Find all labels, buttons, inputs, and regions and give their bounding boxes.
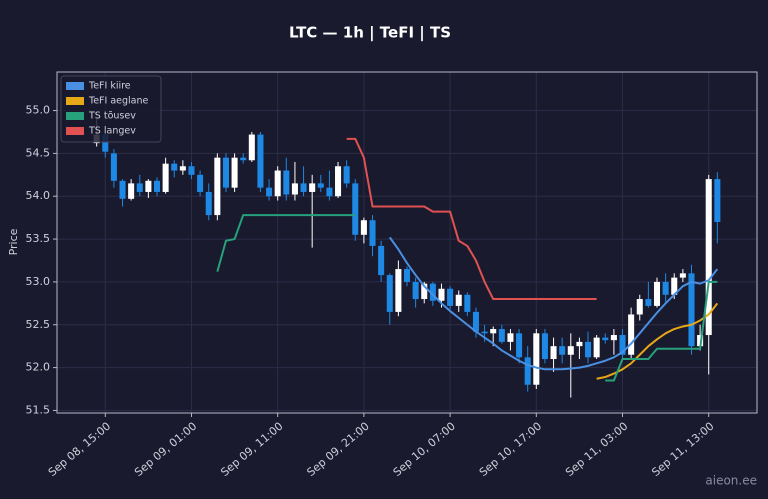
candle-body bbox=[602, 337, 609, 341]
y-tick-label: 51.5 bbox=[26, 403, 51, 416]
candle-body bbox=[309, 183, 316, 192]
candle-body bbox=[662, 281, 669, 295]
candle-body bbox=[231, 157, 238, 188]
candle-body bbox=[438, 288, 445, 301]
candle-body bbox=[197, 174, 204, 192]
candle-body bbox=[266, 187, 273, 197]
candle-body bbox=[498, 329, 505, 342]
chart-title: LTC — 1h | TeFI | TS bbox=[289, 24, 451, 43]
candle-body bbox=[671, 277, 678, 295]
candle-body bbox=[188, 166, 195, 175]
candle-body bbox=[472, 311, 479, 332]
candle-body bbox=[343, 166, 350, 184]
candle-body bbox=[455, 294, 462, 306]
candle-body bbox=[403, 269, 411, 282]
candle-body bbox=[516, 333, 523, 358]
candle-body bbox=[679, 273, 686, 278]
candle-body bbox=[317, 183, 324, 188]
candle-body bbox=[248, 134, 255, 161]
y-tick-label: 54.5 bbox=[26, 146, 51, 159]
indicator-line bbox=[346, 137, 597, 301]
candle-body bbox=[283, 170, 290, 195]
candle-body bbox=[326, 187, 333, 197]
candle-body bbox=[507, 333, 514, 342]
candle-body bbox=[697, 335, 704, 347]
candle-body bbox=[636, 299, 643, 315]
candle-body bbox=[533, 333, 540, 385]
y-tick-label: 53.5 bbox=[26, 232, 51, 245]
indicator-line bbox=[216, 214, 718, 382]
legend-swatch bbox=[66, 127, 84, 135]
legend-swatch bbox=[66, 97, 84, 105]
candle-body bbox=[421, 283, 428, 300]
candle-body bbox=[110, 153, 117, 181]
candle-body bbox=[628, 314, 635, 355]
legend-label: TS langev bbox=[88, 126, 136, 137]
candle-body bbox=[610, 335, 617, 341]
candle-body bbox=[240, 157, 247, 161]
indicator-line bbox=[388, 236, 719, 371]
candle-body bbox=[291, 183, 298, 195]
candle-body bbox=[360, 220, 367, 235]
candle-body bbox=[378, 245, 385, 276]
plot-frame bbox=[56, 71, 758, 414]
candle-body bbox=[490, 329, 497, 334]
candle-body bbox=[205, 191, 212, 216]
watermark: aieon.ee bbox=[705, 474, 757, 488]
y-tick-label: 55.0 bbox=[26, 104, 51, 117]
candle-body bbox=[576, 341, 583, 347]
candle-body bbox=[619, 335, 626, 355]
legend-swatch bbox=[66, 112, 84, 120]
candle-body bbox=[645, 299, 652, 306]
legend-label: TeFI kiire bbox=[88, 81, 131, 92]
candle-body bbox=[429, 283, 436, 301]
y-axis-label: Price bbox=[7, 228, 20, 255]
candle-body bbox=[171, 163, 178, 171]
legend-label: TeFI aeglane bbox=[88, 96, 148, 107]
candle-body bbox=[274, 170, 281, 197]
candle-body bbox=[153, 180, 161, 192]
candle-body bbox=[162, 163, 169, 192]
candle-body bbox=[179, 166, 186, 171]
candle-body bbox=[559, 346, 566, 355]
legend-swatch bbox=[66, 82, 84, 90]
candle-body bbox=[541, 333, 548, 360]
candle-body bbox=[214, 157, 221, 216]
candle-body bbox=[145, 180, 152, 192]
candle-body bbox=[412, 281, 419, 300]
y-tick-label: 53.0 bbox=[26, 275, 51, 288]
y-tick-label: 54.0 bbox=[26, 189, 51, 202]
candle-body bbox=[464, 294, 471, 312]
candle-body bbox=[688, 273, 695, 347]
candle-body bbox=[369, 220, 376, 246]
candle-body bbox=[585, 341, 592, 358]
candle-body bbox=[300, 183, 307, 192]
candle-body bbox=[128, 183, 135, 199]
candle-body bbox=[352, 183, 359, 235]
candle-body bbox=[481, 331, 488, 334]
candle-body bbox=[524, 357, 531, 385]
candle-body bbox=[550, 346, 557, 360]
candle-body bbox=[714, 179, 721, 222]
legend-box bbox=[60, 75, 162, 143]
candle-body bbox=[136, 183, 143, 192]
candle-body bbox=[447, 288, 454, 306]
y-tick-label: 52.0 bbox=[26, 361, 51, 374]
candle-body bbox=[119, 180, 126, 199]
candle-body bbox=[593, 337, 600, 358]
legend-label: TS tõusev bbox=[88, 111, 136, 122]
candle-body bbox=[705, 179, 712, 336]
candle-body bbox=[653, 281, 661, 306]
candle-body bbox=[102, 134, 109, 152]
candle-body bbox=[567, 346, 574, 355]
candle-body bbox=[386, 275, 393, 312]
candle-body bbox=[335, 166, 342, 197]
candle-body bbox=[257, 134, 264, 188]
candle-body bbox=[222, 157, 229, 188]
y-tick-label: 52.5 bbox=[26, 318, 51, 331]
candle-body bbox=[395, 269, 402, 312]
